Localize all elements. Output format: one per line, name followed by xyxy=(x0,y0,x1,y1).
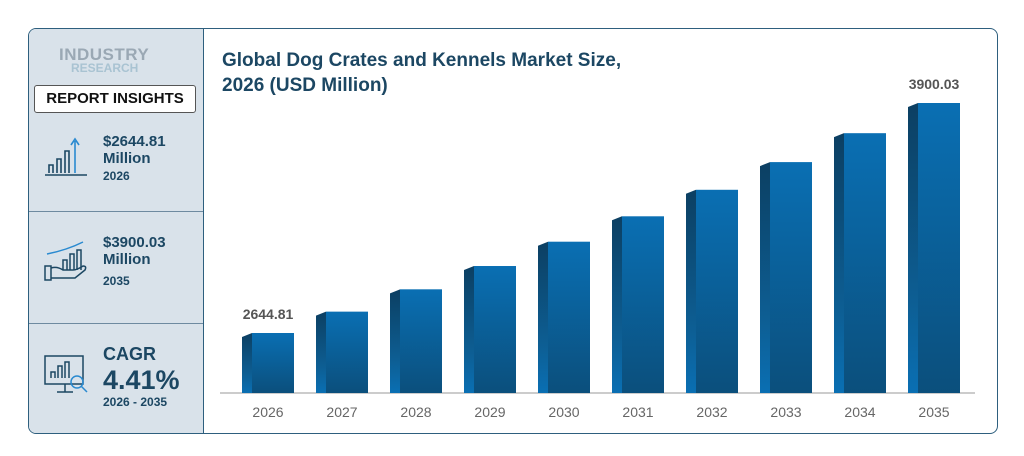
bar-2028 xyxy=(400,289,442,393)
bar-2031 xyxy=(622,216,664,393)
x-tick-label: 2030 xyxy=(548,404,579,420)
chart-title: Global Dog Crates and Kennels Market Siz… xyxy=(222,50,622,96)
x-tick-label: 2026 xyxy=(252,404,283,420)
data-label: 3900.03 xyxy=(909,76,960,92)
insight-cagr: CAGR 4.41% 2026 - 2035 xyxy=(29,323,203,433)
x-tick-label: 2035 xyxy=(918,404,949,420)
bar-2030 xyxy=(548,241,590,393)
bar-side-2035 xyxy=(908,103,918,393)
infographic-frame: INDUSTRY RESEARCH REPORT INSIGHTS $2644.… xyxy=(28,28,998,434)
bar-side-2034 xyxy=(834,133,844,393)
x-tick-label: 2031 xyxy=(622,404,653,420)
x-tick-label: 2029 xyxy=(474,404,505,420)
bar-side-2032 xyxy=(686,189,696,393)
bar-side-2027 xyxy=(316,311,326,393)
insight-2035: $3900.03 Million 2035 xyxy=(29,211,203,324)
bar-2033 xyxy=(770,162,812,393)
bar-side-2031 xyxy=(612,216,622,393)
x-tick-label: 2027 xyxy=(326,404,357,420)
report-insights-sidebar: INDUSTRY RESEARCH REPORT INSIGHTS $2644.… xyxy=(29,29,204,433)
bar-2035 xyxy=(918,103,960,393)
bar-2026 xyxy=(252,333,294,393)
report-insights-heading: REPORT INSIGHTS xyxy=(34,85,196,113)
bar-2032 xyxy=(696,189,738,393)
bar-2029 xyxy=(474,266,516,393)
bar-side-2030 xyxy=(538,241,548,393)
x-tick-label: 2033 xyxy=(770,404,801,420)
x-tick-label: 2034 xyxy=(844,404,875,420)
insight-2026: $2644.81 Million 2026 xyxy=(29,117,203,211)
bar-side-2029 xyxy=(464,266,474,393)
x-tick-label: 2032 xyxy=(696,404,727,420)
industry-research-logo: INDUSTRY RESEARCH xyxy=(59,45,150,75)
monitor-analytics-icon xyxy=(44,355,88,393)
bar-side-2028 xyxy=(390,289,400,393)
bar-2027 xyxy=(326,311,368,393)
data-label: 2644.81 xyxy=(243,306,294,322)
bar-side-2033 xyxy=(760,162,770,393)
bar-2034 xyxy=(844,133,886,393)
hand-chart-icon xyxy=(44,241,87,281)
bar-side-2026 xyxy=(242,333,252,393)
x-tick-label: 2028 xyxy=(400,404,431,420)
bar-chart-arrow-icon xyxy=(45,137,87,176)
